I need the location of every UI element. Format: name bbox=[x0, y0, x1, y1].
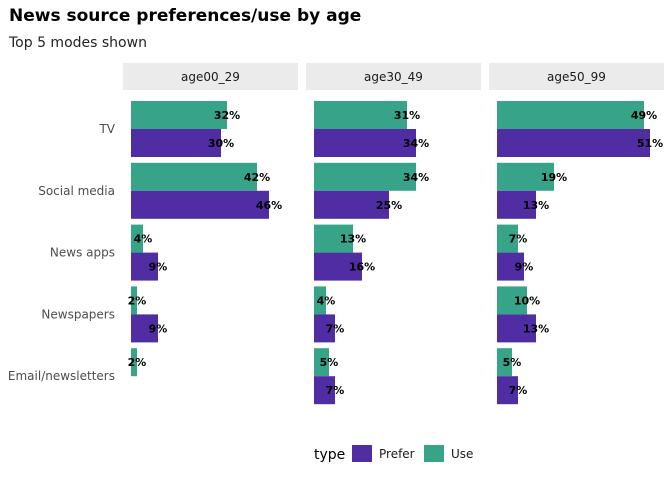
bar-value-label: 7% bbox=[326, 322, 345, 335]
bar-prefer bbox=[314, 190, 389, 219]
bar-use bbox=[131, 286, 137, 315]
bar-prefer bbox=[314, 376, 335, 405]
bar-value-label: 7% bbox=[509, 233, 528, 246]
bar-use bbox=[131, 162, 257, 191]
bar-prefer bbox=[497, 376, 518, 405]
bar-value-label: 9% bbox=[515, 261, 534, 274]
bar-value-label: 2% bbox=[128, 294, 147, 307]
category-label: Newspapers bbox=[41, 307, 115, 321]
bar-prefer bbox=[314, 252, 362, 281]
bar-value-label: 5% bbox=[320, 356, 339, 369]
bar-value-label: 9% bbox=[149, 261, 168, 274]
bar-prefer bbox=[497, 314, 536, 343]
bar-use bbox=[131, 348, 137, 377]
bar-value-label: 13% bbox=[523, 322, 549, 335]
bar-value-label: 25% bbox=[376, 199, 402, 212]
bar-value-label: 34% bbox=[403, 171, 429, 184]
bar-prefer bbox=[131, 252, 158, 281]
bar-prefer bbox=[131, 129, 221, 157]
chart-subtitle: Top 5 modes shown bbox=[9, 35, 147, 51]
bar-use bbox=[497, 101, 644, 129]
bar-value-label: 16% bbox=[349, 261, 375, 274]
bar-value-label: 5% bbox=[503, 356, 522, 369]
bar-value-label: 7% bbox=[326, 384, 345, 397]
bar-value-label: 51% bbox=[637, 137, 663, 150]
chart-title: News source preferences/use by age bbox=[9, 6, 362, 26]
bar-value-label: 13% bbox=[340, 233, 366, 246]
bar-prefer bbox=[497, 129, 650, 157]
category-label: News apps bbox=[50, 246, 115, 260]
bar-value-label: 7% bbox=[509, 384, 528, 397]
facet-label: age30_49 bbox=[364, 70, 423, 84]
bar-prefer bbox=[497, 252, 524, 281]
bar-use bbox=[314, 162, 416, 191]
facet-strip bbox=[489, 63, 664, 90]
bar-use bbox=[131, 224, 143, 253]
bar-value-label: 13% bbox=[523, 199, 549, 212]
bar-value-label: 2% bbox=[128, 356, 147, 369]
bar-value-label: 4% bbox=[134, 233, 153, 246]
legend-swatch-use bbox=[424, 445, 444, 462]
facet-label: age00_29 bbox=[181, 70, 240, 84]
facet-strip bbox=[123, 63, 298, 90]
bar-use bbox=[314, 101, 407, 129]
category-label: Social media bbox=[38, 184, 115, 198]
bar-use bbox=[497, 224, 518, 253]
bar-value-label: 49% bbox=[631, 109, 657, 122]
bar-value-label: 10% bbox=[514, 294, 540, 307]
bar-use bbox=[314, 348, 329, 377]
legend-label-use: Use bbox=[451, 447, 473, 461]
bar-prefer bbox=[314, 314, 335, 343]
facet-strip bbox=[306, 63, 481, 90]
category-label: TV bbox=[98, 122, 115, 136]
bar-value-label: 19% bbox=[541, 171, 567, 184]
bar-value-label: 42% bbox=[244, 171, 270, 184]
bar-value-label: 31% bbox=[394, 109, 420, 122]
bar-prefer bbox=[314, 129, 416, 157]
bar-use bbox=[314, 286, 326, 315]
bar-prefer bbox=[497, 190, 536, 219]
bar-use bbox=[497, 348, 512, 377]
bar-value-label: 34% bbox=[403, 137, 429, 150]
bar-prefer bbox=[131, 314, 158, 343]
bar-value-label: 46% bbox=[256, 199, 282, 212]
legend-label-prefer: Prefer bbox=[379, 447, 415, 461]
legend-swatch-prefer bbox=[352, 445, 372, 462]
facet-label: age50_99 bbox=[547, 70, 606, 84]
bar-value-label: 32% bbox=[214, 109, 240, 122]
bar-value-label: 30% bbox=[208, 137, 234, 150]
bar-use bbox=[497, 162, 554, 191]
bar-use bbox=[314, 224, 353, 253]
legend-title: type bbox=[314, 447, 345, 463]
category-label: Email/newsletters bbox=[8, 369, 115, 383]
bar-use bbox=[131, 101, 227, 129]
bar-value-label: 9% bbox=[149, 322, 168, 335]
bar-value-label: 4% bbox=[317, 294, 336, 307]
bar-prefer bbox=[131, 190, 269, 219]
bar-use bbox=[497, 286, 527, 315]
